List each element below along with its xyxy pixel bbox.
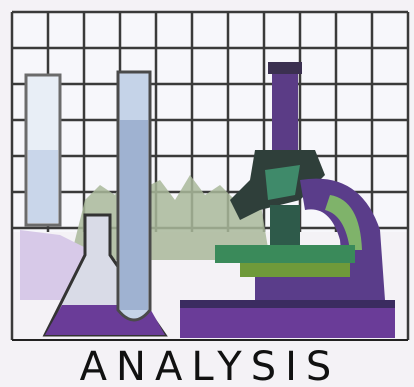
- microscope-lens: [265, 165, 300, 200]
- microscope-arm: [300, 178, 385, 300]
- test-tube-liquid: [120, 120, 148, 310]
- stage-lower: [240, 263, 350, 277]
- beaker-liquid: [28, 150, 58, 223]
- eyepiece-tube: [272, 74, 298, 154]
- objective: [270, 205, 300, 245]
- eyepiece-cap: [268, 62, 302, 74]
- stage: [215, 245, 355, 263]
- condenser: [255, 277, 345, 300]
- base-edge: [180, 300, 395, 308]
- label: ANALYSIS: [80, 344, 341, 387]
- arm-highlight: [325, 195, 362, 250]
